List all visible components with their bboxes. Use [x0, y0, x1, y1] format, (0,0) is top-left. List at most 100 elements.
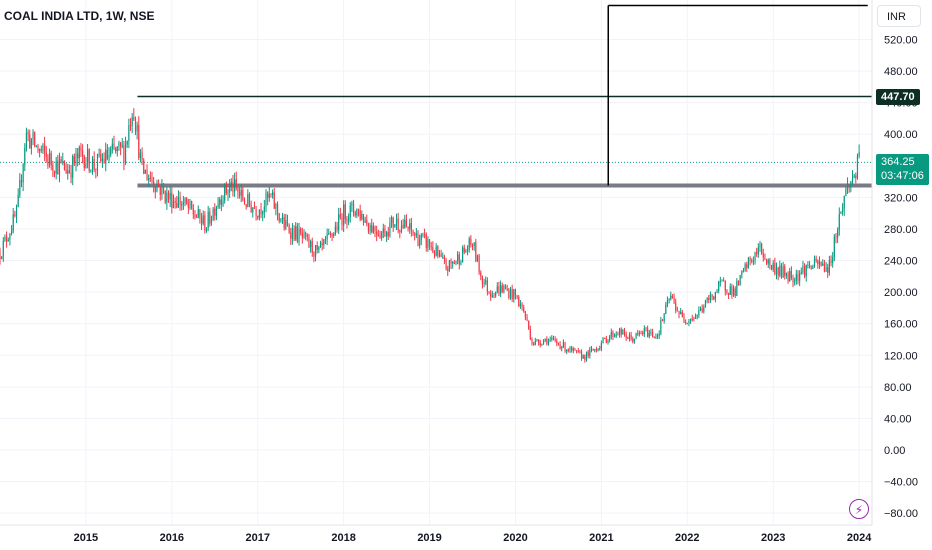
- candle-body: [476, 255, 479, 261]
- candle-body: [407, 226, 409, 229]
- candle-body: [580, 351, 583, 359]
- candle-body: [633, 338, 636, 342]
- candle-body: [162, 184, 165, 191]
- candle-body: [511, 289, 513, 300]
- candle-body: [80, 147, 82, 151]
- candle-body: [281, 217, 284, 221]
- candle-body: [754, 252, 756, 262]
- candle-body: [784, 266, 786, 276]
- candle-body: [685, 322, 687, 324]
- candle-body: [732, 288, 735, 296]
- candle-body: [845, 188, 847, 197]
- candle-body: [488, 291, 490, 293]
- drawing-annotations[interactable]: [0, 4, 872, 188]
- candle-body: [661, 320, 664, 322]
- candle-body: [34, 132, 36, 147]
- candle-body: [296, 226, 298, 242]
- candle-body: [597, 348, 599, 351]
- candle-body: [701, 308, 703, 312]
- candle-body: [86, 149, 89, 164]
- candle-body: [542, 340, 545, 344]
- candle-body: [72, 156, 74, 178]
- candle-body: [113, 143, 115, 149]
- currency-button[interactable]: INR: [877, 5, 921, 27]
- candle-body: [832, 257, 834, 264]
- candle-body: [443, 256, 446, 261]
- candle-body: [329, 233, 332, 235]
- candle-body: [719, 281, 721, 283]
- candle-body: [405, 219, 408, 227]
- candle-body: [797, 274, 799, 281]
- candle-body: [24, 148, 26, 165]
- candle-body: [764, 257, 766, 260]
- price-tick-label: 80.00: [884, 382, 912, 394]
- candle-body: [529, 329, 531, 340]
- candle-body: [149, 178, 151, 180]
- candle-body: [187, 203, 189, 208]
- candle-body: [344, 204, 346, 220]
- candle-body: [253, 207, 256, 209]
- candle-body: [653, 336, 655, 338]
- candle-body: [508, 290, 510, 298]
- candle-body: [433, 251, 436, 256]
- candle-body: [688, 320, 690, 324]
- candle-body: [855, 175, 857, 179]
- candle-body: [822, 263, 824, 266]
- lightning-icon[interactable]: ⚡: [849, 499, 869, 519]
- candle-body: [143, 159, 145, 174]
- candle-body: [655, 336, 657, 338]
- candle-body: [521, 303, 523, 308]
- candle-body: [709, 294, 711, 301]
- candle-body: [820, 261, 822, 266]
- candle-body: [481, 276, 484, 285]
- candle-body: [428, 239, 431, 247]
- candle-body: [660, 320, 662, 334]
- candle-body: [838, 213, 840, 230]
- candle-body: [116, 146, 118, 152]
- candle-body: [250, 204, 252, 213]
- candle-body: [741, 270, 743, 276]
- candle-body: [455, 260, 457, 264]
- candle-body: [438, 253, 441, 256]
- candle-body: [734, 288, 736, 296]
- candle-body: [372, 226, 374, 233]
- candle-body: [298, 228, 300, 242]
- candle-body: [500, 285, 502, 294]
- candle-body: [851, 177, 854, 182]
- candle-body: [212, 208, 214, 220]
- candle-body: [496, 286, 498, 292]
- candle-body: [465, 250, 467, 253]
- year-tick-label: 2017: [245, 532, 269, 544]
- candle-body: [55, 160, 57, 174]
- candle-body: [331, 233, 333, 236]
- candle-body: [458, 254, 460, 265]
- candle-body: [825, 267, 827, 272]
- candlestick-series[interactable]: [0, 108, 860, 363]
- price-tick-label: 520.00: [884, 34, 918, 46]
- candle-body: [440, 253, 442, 258]
- time-axis[interactable]: 2015 2016 2017 2018 2019 2020 2021 2022 2023 2024: [74, 532, 873, 544]
- candle-body: [534, 340, 536, 345]
- candle-body: [757, 247, 759, 254]
- candle-body: [202, 215, 204, 224]
- candle-body: [63, 161, 66, 170]
- candle-body: [58, 159, 61, 175]
- candle-body: [557, 342, 560, 345]
- candle-body: [843, 196, 845, 209]
- candle-body: [191, 201, 193, 209]
- candle-body: [227, 192, 229, 194]
- candle-body: [384, 228, 386, 237]
- candle-body: [412, 230, 414, 235]
- candle-body: [572, 348, 574, 351]
- candle-body: [270, 194, 272, 196]
- price-tick-label: 280.00: [884, 224, 918, 236]
- price-tick-label: 320.00: [884, 192, 918, 204]
- candle-body: [628, 334, 631, 339]
- candle-body: [493, 295, 495, 297]
- candle-body: [813, 258, 816, 266]
- candle-body: [848, 184, 850, 186]
- candle-body: [357, 209, 360, 211]
- candle-body: [770, 264, 773, 270]
